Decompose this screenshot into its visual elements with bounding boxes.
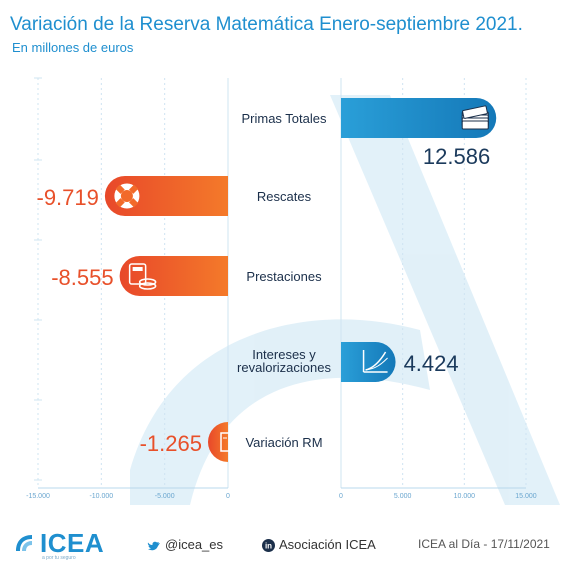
coin xyxy=(138,282,157,290)
bar-negative xyxy=(104,176,228,216)
twitter-text: @icea_es xyxy=(165,537,224,552)
linkedin-link[interactable]: in Asociación ICEA xyxy=(262,537,376,553)
bill xyxy=(462,105,488,119)
x-tick-label-right: 0 xyxy=(339,493,343,500)
value-label: -8.555 xyxy=(51,265,113,290)
ledger-icon xyxy=(220,432,240,452)
growth-chart-icon xyxy=(362,350,388,373)
calculator xyxy=(128,263,147,285)
category-label: Rescates xyxy=(257,189,312,204)
bar-negative xyxy=(208,422,228,462)
bill xyxy=(461,120,489,130)
category-label: Intereses y xyxy=(252,347,316,362)
x-tick-label-left: -5.000 xyxy=(155,493,175,500)
ring-band xyxy=(115,184,125,194)
curve xyxy=(365,357,388,371)
x-tick-label-right: 15.000 xyxy=(515,493,537,500)
x-tick-label-right: 10.000 xyxy=(454,493,476,500)
page xyxy=(220,432,230,452)
twitter-handle[interactable]: @icea_es xyxy=(147,537,223,552)
category-label: Primas Totales xyxy=(241,111,327,126)
x-tick-label-left: -15.000 xyxy=(26,493,50,500)
x-tick-label-left: -10.000 xyxy=(89,493,113,500)
ring-band xyxy=(129,198,139,208)
svg-text:in: in xyxy=(265,542,272,551)
linkedin-text: Asociación ICEA xyxy=(279,537,376,552)
footer: ICEA a por tu seguro @icea_es in Asociac… xyxy=(0,520,567,567)
calc-screen xyxy=(132,267,143,271)
icea-logo: ICEA a por tu seguro xyxy=(12,528,112,561)
ring-hole xyxy=(120,190,133,202)
icea-logo-mark-icon xyxy=(16,535,32,551)
ring-band xyxy=(129,184,139,194)
value-label: -1.265 xyxy=(140,431,202,456)
logo-text: ICEA xyxy=(40,528,105,558)
category-label: revalorizaciones xyxy=(237,360,331,375)
category-label: Variación RM xyxy=(245,435,322,450)
value-label: -9.719 xyxy=(37,185,99,210)
twitter-icon xyxy=(147,541,160,550)
chart-subtitle: En millones de euros xyxy=(12,40,134,55)
value-label: 4.424 xyxy=(404,351,459,376)
bar-positive xyxy=(341,98,497,138)
axes xyxy=(362,350,388,373)
value-label: 12.586 xyxy=(423,144,490,169)
x-tick-label-left: 0 xyxy=(226,493,230,500)
money-stack-icon xyxy=(461,105,489,130)
linkedin-icon: in xyxy=(262,539,275,553)
category-label: Prestaciones xyxy=(246,269,322,284)
logo-tagline: a por tu seguro xyxy=(42,555,76,561)
page xyxy=(230,432,240,452)
calculator-coins-icon xyxy=(128,263,157,290)
ring-band xyxy=(115,198,125,208)
publication-date: ICEA al Día - 17/11/2021 xyxy=(418,537,550,551)
lifebuoy-icon xyxy=(114,183,140,209)
x-tick-label-right: 5.000 xyxy=(394,493,412,500)
coin xyxy=(138,278,157,286)
bar-negative xyxy=(119,256,228,296)
chart-title: Variación de la Reserva Matemática Enero… xyxy=(10,14,523,35)
